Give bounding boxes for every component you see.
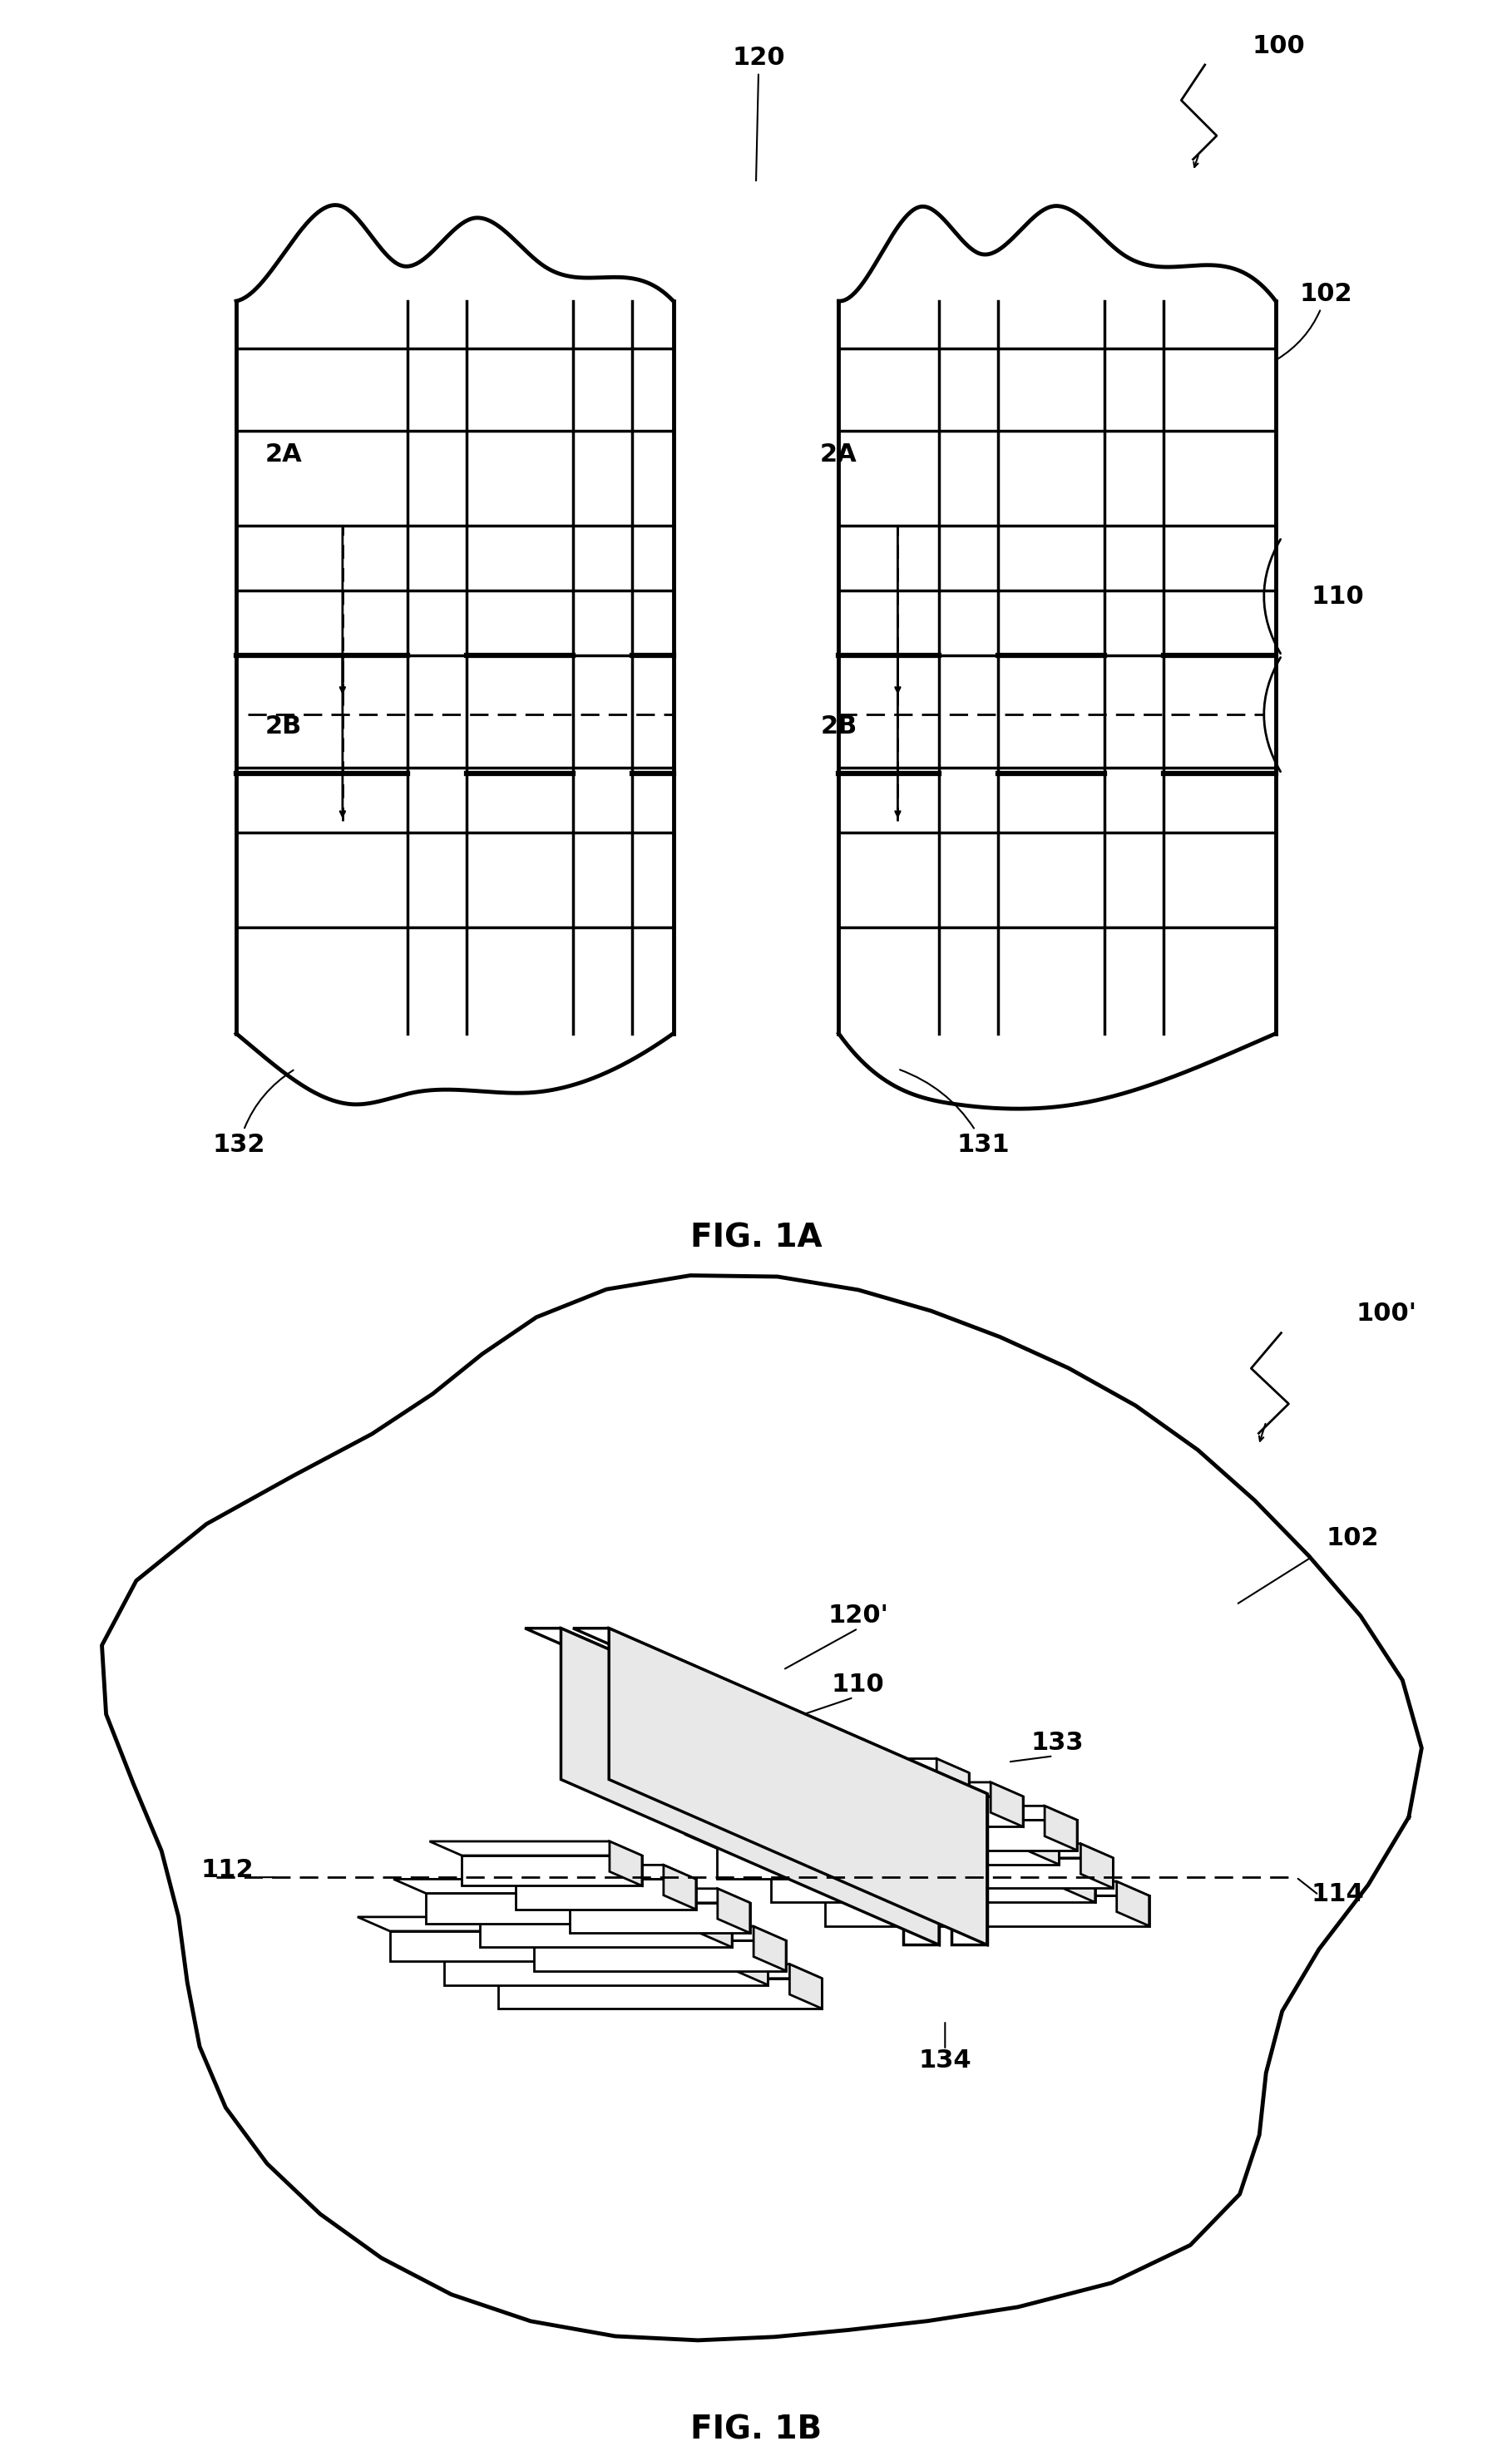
- Polygon shape: [502, 1926, 786, 1940]
- Text: 100: 100: [1252, 34, 1305, 59]
- Text: 133: 133: [1031, 1731, 1084, 1756]
- Polygon shape: [570, 1903, 750, 1933]
- Text: 2A: 2A: [265, 442, 302, 467]
- Polygon shape: [738, 1857, 1095, 1871]
- Polygon shape: [1045, 1805, 1077, 1849]
- Text: 2A: 2A: [820, 442, 857, 467]
- Polygon shape: [903, 1793, 939, 1945]
- Polygon shape: [538, 1889, 750, 1903]
- Polygon shape: [479, 1918, 732, 1948]
- Polygon shape: [390, 1930, 714, 1962]
- Text: 2B: 2B: [821, 715, 857, 739]
- Polygon shape: [717, 1849, 1042, 1879]
- Polygon shape: [445, 1955, 768, 1984]
- Polygon shape: [990, 1783, 1024, 1827]
- Polygon shape: [1063, 1857, 1095, 1903]
- Text: 132: 132: [213, 1071, 293, 1157]
- Text: 100': 100': [1356, 1302, 1417, 1326]
- Polygon shape: [448, 1903, 732, 1918]
- Polygon shape: [721, 1795, 1005, 1810]
- Polygon shape: [792, 1881, 1149, 1896]
- Polygon shape: [516, 1879, 696, 1908]
- Polygon shape: [609, 1628, 987, 1945]
- Polygon shape: [393, 1879, 677, 1894]
- Polygon shape: [810, 1783, 1024, 1795]
- Text: 112: 112: [201, 1859, 254, 1881]
- Polygon shape: [573, 1628, 987, 1793]
- Polygon shape: [865, 1805, 1077, 1820]
- Polygon shape: [753, 1926, 786, 1970]
- Polygon shape: [497, 1980, 823, 2009]
- Polygon shape: [826, 1896, 1149, 1926]
- Text: 134: 134: [919, 2048, 972, 2073]
- Polygon shape: [411, 1940, 768, 1955]
- Polygon shape: [972, 1795, 1005, 1842]
- Polygon shape: [646, 1879, 677, 1923]
- Polygon shape: [771, 1871, 1095, 1903]
- Polygon shape: [718, 1889, 750, 1933]
- Text: FIG. 1B: FIG. 1B: [691, 2414, 821, 2446]
- Polygon shape: [936, 1758, 969, 1803]
- Polygon shape: [682, 1918, 714, 1962]
- Polygon shape: [774, 1820, 1058, 1835]
- Polygon shape: [1117, 1881, 1149, 1926]
- Polygon shape: [807, 1835, 1058, 1864]
- Text: 120: 120: [732, 47, 785, 182]
- Polygon shape: [466, 1965, 823, 1980]
- Polygon shape: [753, 1810, 1005, 1842]
- Polygon shape: [525, 1628, 939, 1793]
- Polygon shape: [561, 1628, 939, 1945]
- Polygon shape: [789, 1773, 969, 1803]
- Text: 131: 131: [900, 1071, 1010, 1157]
- Text: 120': 120': [829, 1604, 889, 1628]
- Polygon shape: [951, 1793, 987, 1945]
- Text: 2B: 2B: [265, 715, 302, 739]
- Polygon shape: [860, 1857, 1113, 1889]
- Polygon shape: [461, 1857, 643, 1886]
- Text: 110: 110: [1311, 585, 1364, 609]
- Polygon shape: [1009, 1835, 1042, 1879]
- Polygon shape: [484, 1864, 696, 1879]
- Polygon shape: [736, 1940, 768, 1984]
- Polygon shape: [664, 1864, 696, 1908]
- Polygon shape: [844, 1795, 1024, 1827]
- Text: 110: 110: [832, 1673, 885, 1697]
- Polygon shape: [609, 1842, 643, 1886]
- Text: 114: 114: [1311, 1881, 1364, 1906]
- Polygon shape: [756, 1758, 969, 1773]
- Text: 102: 102: [1326, 1528, 1379, 1550]
- Polygon shape: [897, 1820, 1077, 1849]
- Polygon shape: [426, 1894, 677, 1923]
- Text: FIG. 1A: FIG. 1A: [689, 1223, 823, 1255]
- Polygon shape: [789, 1965, 823, 2009]
- Text: 102: 102: [1278, 282, 1352, 359]
- Polygon shape: [1081, 1844, 1113, 1889]
- Polygon shape: [357, 1918, 714, 1930]
- Polygon shape: [829, 1844, 1113, 1857]
- Polygon shape: [685, 1835, 1042, 1849]
- Polygon shape: [534, 1940, 786, 1970]
- Polygon shape: [1027, 1820, 1058, 1864]
- Polygon shape: [429, 1842, 643, 1857]
- Polygon shape: [700, 1903, 732, 1948]
